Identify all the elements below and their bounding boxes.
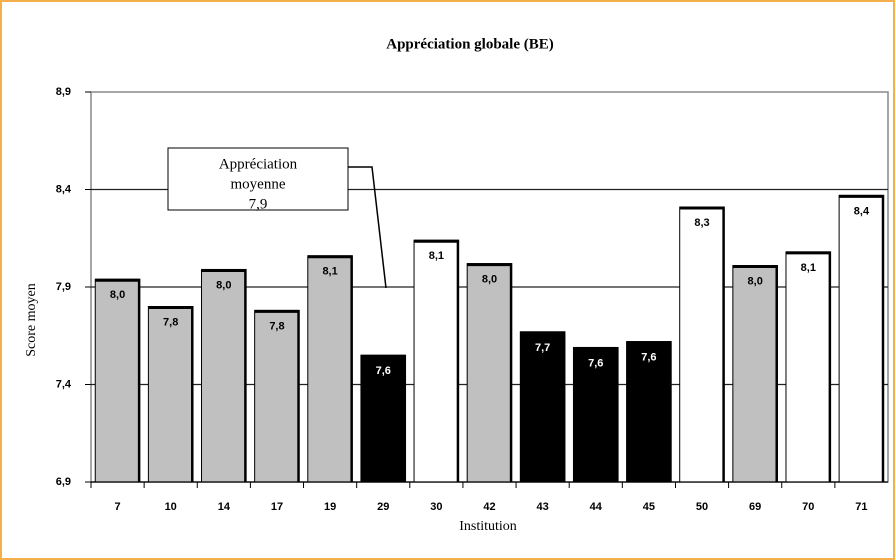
x-tick-label: 17: [271, 501, 283, 513]
data-label: 8,4: [854, 205, 870, 217]
bar: [572, 346, 619, 483]
data-label: 8,1: [429, 250, 444, 262]
y-axis-label: Score moyen: [24, 283, 39, 356]
annotation-text: 7,9: [249, 196, 268, 212]
x-tick-label: 44: [590, 501, 603, 513]
data-label: 7,8: [163, 316, 178, 328]
data-label: 8,1: [801, 262, 816, 274]
x-tick-label: 10: [165, 501, 177, 513]
x-tick-label: 70: [802, 501, 814, 513]
data-label: 7,7: [535, 342, 550, 354]
x-tick-label: 43: [537, 501, 549, 513]
x-tick-label: 50: [696, 501, 708, 513]
data-label: 8,0: [110, 289, 125, 301]
x-tick-label: 42: [483, 501, 495, 513]
y-tick-label: 6,9: [56, 476, 71, 488]
bar: [466, 263, 513, 483]
x-tick-label: 7: [115, 501, 121, 513]
bar: [519, 331, 566, 483]
x-tick-label: 19: [324, 501, 336, 513]
data-label: 8,0: [216, 279, 231, 291]
leader-line: [346, 166, 387, 289]
data-label: 7,6: [588, 357, 603, 369]
x-tick-label: 45: [643, 501, 655, 513]
y-tick-label: 7,9: [56, 281, 71, 293]
data-label: 8,1: [322, 266, 337, 278]
bar: [679, 206, 725, 483]
bar: [94, 278, 141, 483]
bar: [147, 306, 194, 483]
x-tick-label: 29: [377, 501, 389, 513]
x-tick-label: 30: [430, 501, 442, 513]
data-label: 7,6: [641, 352, 656, 364]
bar: [413, 239, 460, 483]
data-label: 8,3: [694, 217, 709, 229]
bar: [201, 268, 247, 483]
y-tick-label: 8,9: [56, 86, 71, 98]
y-tick-label: 8,4: [56, 183, 72, 195]
x-tick-label: 69: [749, 501, 761, 513]
data-label: 8,0: [748, 275, 763, 287]
bar: [732, 265, 778, 483]
bar: [838, 194, 885, 483]
bar: [254, 309, 300, 483]
bar: [307, 255, 353, 483]
data-label: 8,0: [482, 274, 497, 286]
annotation-text: Appréciation: [219, 156, 298, 172]
data-label: 7,6: [376, 365, 391, 377]
x-axis-label: Institution: [459, 519, 517, 534]
x-tick-label: 71: [855, 501, 867, 513]
x-tick-label: 14: [218, 501, 231, 513]
data-label: 7,8: [269, 320, 284, 332]
annotation-text: moyenne: [231, 176, 286, 192]
annotation-box: [167, 147, 349, 211]
chart-title: Appréciation globale (BE): [386, 36, 554, 52]
bar: [785, 251, 832, 483]
y-tick-label: 7,4: [56, 378, 72, 390]
